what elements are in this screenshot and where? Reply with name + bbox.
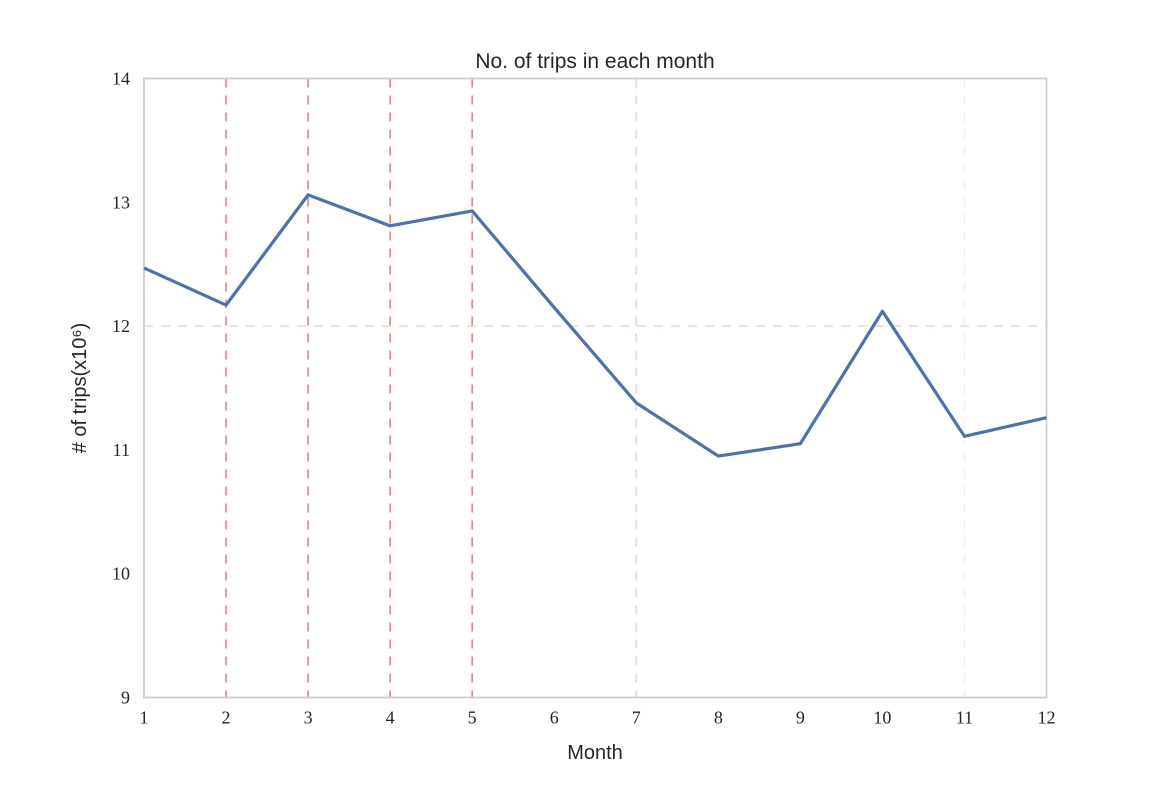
x-tick-label: 9: [796, 708, 805, 728]
y-tick-label: 10: [112, 564, 130, 584]
y-tick-label: 9: [121, 688, 130, 708]
x-tick-label: 4: [386, 708, 395, 728]
y-axis-label: # of trips(x10⁶): [69, 323, 91, 454]
x-tick-label: 5: [468, 708, 477, 728]
x-tick-label: 1: [140, 708, 149, 728]
x-axis-tick-labels: 1 2 3 4 5 6 7 8 9 10 11 12: [140, 708, 1056, 728]
x-tick-label: 7: [632, 708, 641, 728]
x-tick-label: 3: [304, 708, 313, 728]
y-axis-tick-labels: 9 10 11 12 13 14: [112, 69, 130, 708]
y-tick-label: 13: [112, 192, 130, 212]
plot-frame: [143, 77, 1048, 699]
reference-dashed-lines: [144, 78, 1047, 698]
x-axis-label: Month: [567, 742, 623, 764]
y-tick-label: 14: [112, 69, 130, 89]
y-tick-label: 12: [112, 316, 130, 336]
x-tick-label: 8: [714, 708, 723, 728]
y-tick-label: 11: [113, 440, 130, 460]
x-tick-label: 10: [873, 708, 891, 728]
x-tick-label: 6: [550, 708, 559, 728]
x-tick-label: 11: [956, 708, 973, 728]
x-tick-label: 12: [1038, 708, 1056, 728]
x-tick-label: 2: [222, 708, 231, 728]
trips-series-line: [143, 193, 1047, 458]
chart-title: No. of trips in each month: [475, 50, 714, 73]
